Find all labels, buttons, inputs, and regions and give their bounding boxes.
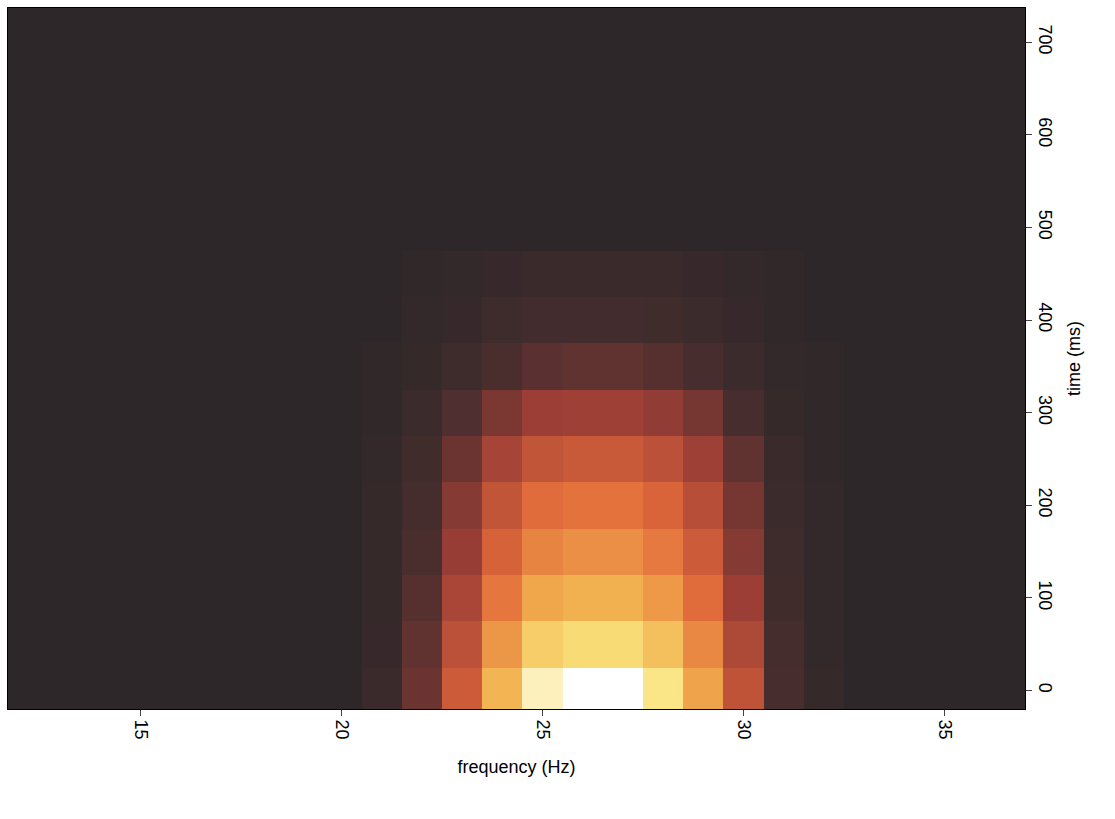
svg-text:25: 25 [533,720,553,740]
svg-text:300: 300 [1035,395,1055,425]
svg-text:35: 35 [935,720,955,740]
svg-text:400: 400 [1035,302,1055,332]
svg-text:100: 100 [1035,580,1055,610]
svg-text:15: 15 [131,720,151,740]
svg-text:30: 30 [734,720,754,740]
svg-text:600: 600 [1035,117,1055,147]
svg-text:time (ms): time (ms) [1064,321,1084,396]
svg-text:20: 20 [332,720,352,740]
svg-text:0: 0 [1035,683,1055,693]
svg-text:500: 500 [1035,210,1055,240]
svg-text:700: 700 [1035,25,1055,55]
svg-text:frequency (Hz): frequency (Hz) [457,757,575,777]
svg-text:200: 200 [1035,488,1055,518]
